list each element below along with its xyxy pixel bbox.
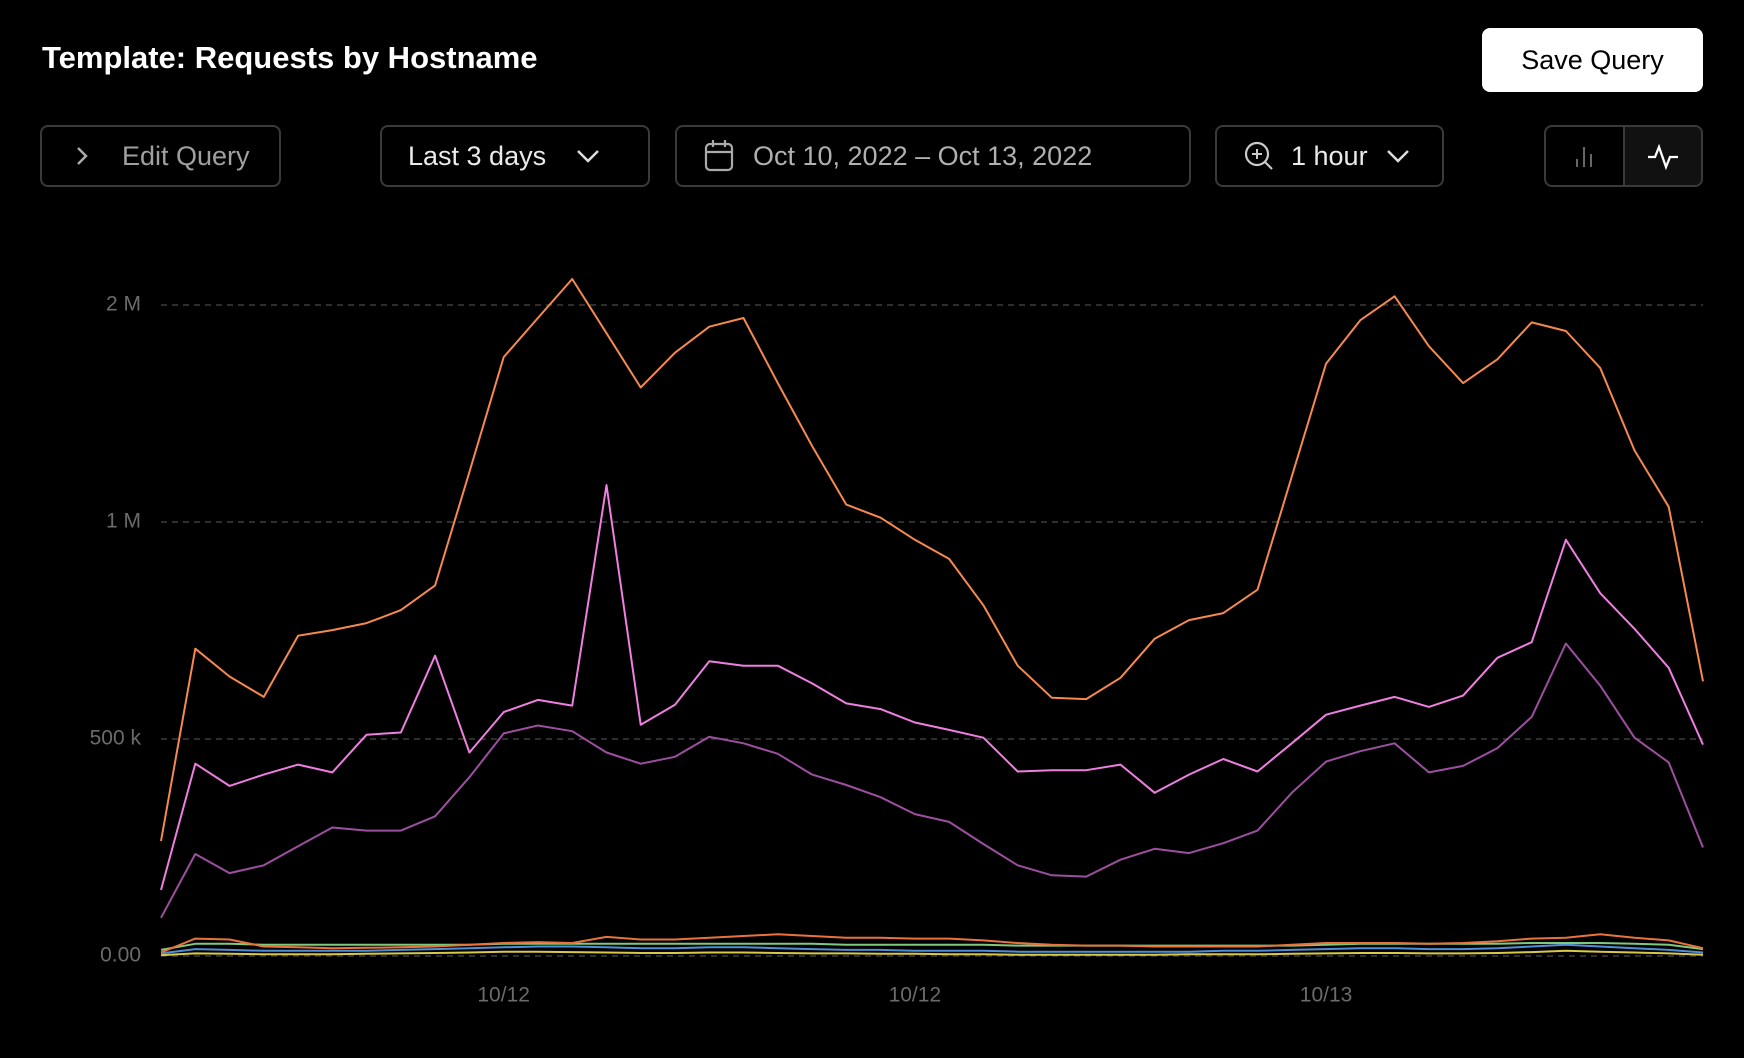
chevron-down-icon (577, 150, 599, 163)
chart-type-toggle (1544, 125, 1703, 187)
date-range-label: Oct 10, 2022 – Oct 13, 2022 (753, 140, 1093, 171)
chevron-down-icon (1386, 150, 1409, 163)
bar-chart-button[interactable] (1546, 127, 1623, 185)
line-chart-button[interactable] (1622, 127, 1701, 185)
zoom-icon (1244, 141, 1273, 170)
range-label: Last 3 days (408, 140, 547, 171)
chevron-right-icon (77, 147, 88, 165)
save-query-button[interactable]: Save Query (1482, 28, 1703, 92)
series-line (160, 949, 1704, 957)
series-line (160, 933, 1704, 954)
y-tick-label: 1 M (106, 510, 141, 533)
bar-icon (1576, 147, 1593, 167)
y-tick-label: 2 M (106, 293, 141, 316)
edit-query-button[interactable]: Edit Query (40, 125, 281, 187)
series-line (160, 278, 1704, 842)
line-icon (1647, 143, 1678, 171)
series-line (160, 642, 1704, 919)
interval-select[interactable]: 1 hour (1215, 125, 1444, 187)
calendar-icon (704, 140, 734, 172)
x-tick-label: 10/12 (889, 984, 942, 1007)
series-line (160, 943, 1704, 955)
interval-label: 1 hour (1291, 140, 1368, 171)
date-range-picker[interactable]: Oct 10, 2022 – Oct 13, 2022 (675, 125, 1191, 187)
y-tick-label: 500 k (90, 727, 142, 750)
page-title: Template: Requests by Hostname (42, 40, 538, 75)
chart: 0.00 500 k 1 M 2 M 10/12 10/12 10/13 (90, 278, 1704, 1007)
edit-query-label: Edit Query (122, 140, 250, 171)
x-tick-label: 10/12 (477, 984, 530, 1007)
series-line (160, 484, 1704, 891)
y-tick-label: 0.00 (100, 944, 141, 967)
range-select[interactable]: Last 3 days (380, 125, 650, 187)
x-tick-label: 10/13 (1300, 984, 1353, 1007)
